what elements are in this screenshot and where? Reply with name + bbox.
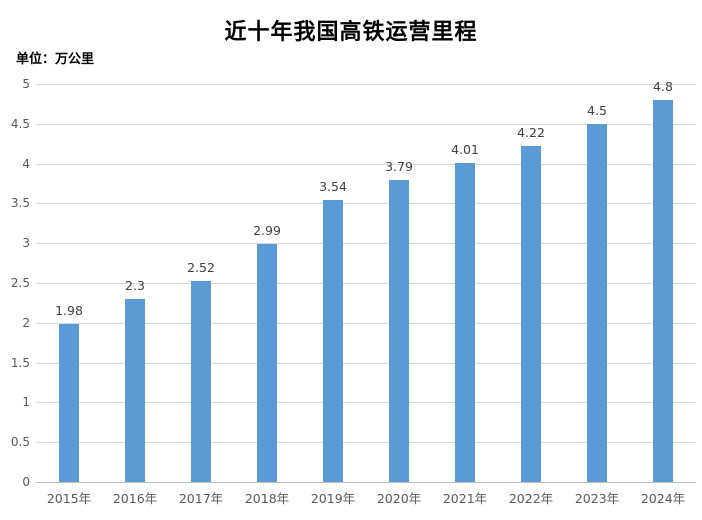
gridline bbox=[36, 402, 696, 404]
y-tick-label: 1.5 bbox=[10, 355, 30, 370]
bar-2021年 bbox=[455, 162, 475, 482]
bars-layer: 1.98 2.3 2.52 2.99 3.54 3.79 4.01 4.22 4.5 4.8 bbox=[36, 79, 696, 482]
bar-slot: 3.54 bbox=[300, 84, 366, 482]
x-axis-line bbox=[36, 482, 696, 483]
gridline bbox=[36, 243, 696, 245]
gridline bbox=[36, 203, 696, 205]
y-tick-label: 4.5 bbox=[10, 116, 30, 131]
x-category-label: 2021年 bbox=[442, 491, 488, 506]
bar-value-label: 3.79 bbox=[385, 159, 413, 175]
x-category-label: 2023年 bbox=[574, 491, 620, 506]
y-tick-label: 2.5 bbox=[10, 276, 30, 290]
bar-value-label: 3.54 bbox=[319, 179, 347, 195]
y-tick-label: 3.5 bbox=[10, 196, 30, 211]
bar-value-label: 2.3 bbox=[125, 277, 145, 293]
x-category-label: 2016年 bbox=[112, 491, 158, 506]
bar-2020年 bbox=[389, 180, 409, 482]
bar-value-label: 2.99 bbox=[253, 223, 281, 238]
x-axis-category-labels: 2015年 2016年 2017年 2018年 2019年 2020年 2021年 2022年… bbox=[36, 488, 696, 507]
x-category-label: 2022年 bbox=[508, 491, 554, 506]
bar-value-label: 2.52 bbox=[187, 260, 215, 276]
gridline bbox=[36, 123, 696, 125]
bar-2015年 bbox=[59, 324, 79, 482]
bar-value-label: 1.98 bbox=[55, 303, 83, 319]
bar-slot: 4.01 bbox=[432, 84, 498, 482]
bar-slot: 2.99 bbox=[234, 84, 300, 482]
bar-slot: 3.79 bbox=[366, 84, 432, 482]
bar-2023年 bbox=[587, 123, 607, 482]
bar-2016年 bbox=[125, 298, 145, 482]
bar-slot: 1.98 bbox=[36, 84, 102, 482]
unit-label: 单位：万公里 bbox=[16, 52, 95, 67]
bar-slot: 4.5 bbox=[564, 84, 630, 482]
x-category-label: 2024年 bbox=[640, 491, 686, 506]
bar-2024年 bbox=[653, 99, 673, 482]
y-tick-label: 0.5 bbox=[10, 435, 30, 450]
gridline bbox=[36, 163, 696, 165]
chart-plot-area: 1.98 2.3 2.52 2.99 3.54 3.79 4.01 4.22 4.5 4.8 bbox=[36, 79, 696, 483]
chart-title: 近十年我国高铁运营里程 bbox=[224, 19, 478, 45]
x-category-label: 2020年 bbox=[376, 491, 422, 506]
x-category-label: 2019年 bbox=[310, 491, 356, 506]
bar-value-label: 4.5 bbox=[587, 102, 607, 118]
gridline bbox=[36, 442, 696, 444]
gridline bbox=[36, 283, 696, 284]
bar-value-label: 4.22 bbox=[517, 125, 545, 141]
y-axis-tick-labels: 0 0.5 1 1.5 2 2.5 3 3.5 4 4.5 5 bbox=[0, 77, 30, 489]
bar-slot: 2.52 bbox=[168, 84, 234, 482]
bar-slot: 4.8 bbox=[630, 79, 696, 482]
x-category-label: 2018年 bbox=[244, 491, 290, 506]
gridline bbox=[36, 362, 696, 364]
y-tick-label: 0 bbox=[22, 475, 30, 489]
gridline bbox=[36, 322, 696, 324]
bar-value-label: 4.8 bbox=[653, 78, 673, 94]
bar-2019年 bbox=[323, 200, 343, 482]
y-tick-label: 3 bbox=[22, 236, 30, 251]
y-tick-label: 4 bbox=[22, 156, 30, 171]
y-tick-label: 1 bbox=[22, 395, 30, 410]
gridline bbox=[36, 84, 696, 85]
bar-value-label: 4.01 bbox=[451, 141, 479, 157]
x-category-label: 2017年 bbox=[178, 491, 224, 506]
bar-slot: 4.22 bbox=[498, 84, 564, 482]
bar-2022年 bbox=[521, 146, 541, 482]
bar-2018年 bbox=[257, 244, 277, 482]
y-tick-label: 2 bbox=[22, 315, 30, 330]
bar-2017年 bbox=[191, 281, 211, 482]
y-tick-label: 5 bbox=[22, 77, 30, 91]
bar-slot: 2.3 bbox=[102, 84, 168, 482]
x-category-label: 2015年 bbox=[46, 491, 92, 506]
